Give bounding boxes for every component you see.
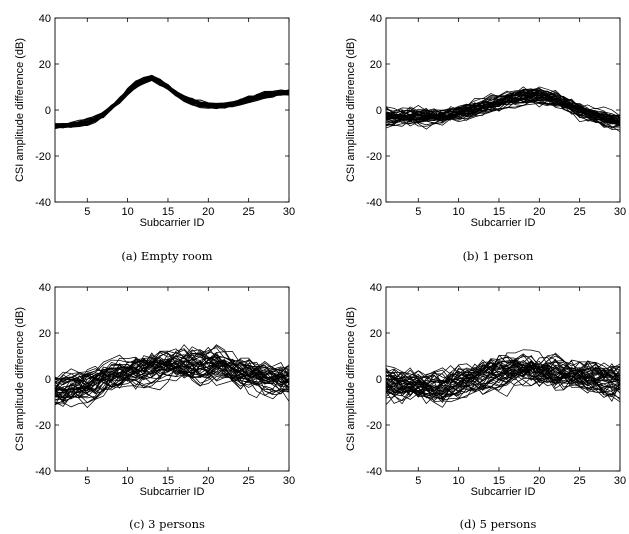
- series-trace: [386, 367, 620, 398]
- series-trace: [386, 91, 620, 122]
- x-axis-label: Subcarrier ID: [140, 217, 205, 229]
- series-trace: [386, 97, 620, 123]
- chart-panel-2: 5 10 15 20 25 30 -40 -20 0 20 40 Subcarrier ID CSI a…: [345, 13, 626, 263]
- y-tick-label: 40: [370, 282, 382, 294]
- series-trace: [386, 372, 620, 405]
- x-tick-label: 5: [84, 475, 90, 487]
- x-tick-label: 30: [283, 475, 295, 487]
- x-tick-label: 5: [84, 206, 90, 218]
- series-trace: [386, 367, 620, 404]
- y-axis-label: CSI amplitude difference (dB): [14, 38, 26, 182]
- y-tick-label: 0: [376, 105, 382, 117]
- plot-frame: [54, 17, 290, 203]
- x-tick-label: 30: [614, 206, 626, 218]
- x-tick-label: 15: [493, 206, 505, 218]
- y-tick-label: 40: [39, 13, 51, 25]
- y-axis-label: CSI amplitude difference (dB): [14, 307, 26, 451]
- y-tick-label: 20: [370, 328, 382, 340]
- series-trace: [55, 76, 289, 127]
- x-tick-label: 10: [452, 475, 464, 487]
- y-tick-label: -20: [366, 420, 382, 432]
- y-tick-label: 0: [376, 374, 382, 386]
- series-trace: [386, 361, 620, 401]
- x-tick-label: 30: [614, 475, 626, 487]
- series-trace: [55, 359, 289, 406]
- y-axis-label: CSI amplitude difference (dB): [345, 307, 357, 451]
- series-trace: [386, 95, 620, 125]
- panel-caption: (d) 5 persons: [460, 517, 537, 531]
- y-tick-label: -20: [366, 151, 382, 163]
- series-trace: [386, 93, 620, 124]
- series-trace: [55, 351, 289, 392]
- y-tick-label: -40: [35, 466, 51, 478]
- x-tick-label: 15: [493, 475, 505, 487]
- y-tick-label: -20: [35, 151, 51, 163]
- y-axis-label: CSI amplitude difference (dB): [345, 38, 357, 182]
- x-tick-label: 20: [533, 475, 545, 487]
- series-trace: [55, 349, 289, 383]
- y-tick-label: 0: [45, 374, 51, 386]
- y-tick-label: 40: [370, 13, 382, 25]
- x-tick-label: 20: [533, 206, 545, 218]
- x-axis-label: Subcarrier ID: [140, 486, 205, 498]
- series-trace: [55, 349, 289, 380]
- y-tick-label: -40: [366, 466, 382, 478]
- x-tick-label: 15: [162, 206, 174, 218]
- trace-group: [386, 86, 620, 133]
- trace-group: [386, 349, 620, 408]
- trace-group: [55, 344, 289, 409]
- y-tick-label: 20: [39, 328, 51, 340]
- series-trace: [55, 364, 289, 400]
- series-trace: [55, 368, 289, 407]
- series-trace: [386, 101, 620, 127]
- chart-panel-3: 5 10 15 20 25 30 -40 -20 0 20 40 Subcarrier ID CSI a…: [14, 282, 295, 531]
- y-tick-label: -40: [366, 197, 382, 209]
- x-axis-label: Subcarrier ID: [471, 486, 536, 498]
- y-tick-label: -20: [35, 420, 51, 432]
- panel-caption: (a) Empty room: [121, 249, 212, 263]
- series-trace: [386, 93, 620, 122]
- y-tick-label: 0: [45, 105, 51, 117]
- x-tick-label: 30: [283, 206, 295, 218]
- x-tick-label: 5: [415, 206, 421, 218]
- x-tick-label: 25: [574, 206, 586, 218]
- x-tick-label: 20: [202, 206, 214, 218]
- series-trace: [55, 359, 289, 394]
- series-trace: [386, 364, 620, 394]
- x-tick-label: 5: [415, 475, 421, 487]
- x-tick-label: 15: [162, 475, 174, 487]
- x-tick-label: 10: [121, 475, 133, 487]
- trace-group: [55, 74, 289, 130]
- x-tick-label: 25: [243, 475, 255, 487]
- series-trace: [386, 365, 620, 403]
- x-tick-label: 25: [243, 206, 255, 218]
- y-tick-label: 40: [39, 282, 51, 294]
- series-trace: [386, 360, 620, 390]
- panel-caption: (c) 3 persons: [129, 517, 205, 531]
- y-tick-label: 20: [370, 59, 382, 71]
- series-trace: [55, 352, 289, 382]
- series-trace: [386, 366, 620, 399]
- panel-caption: (b) 1 person: [463, 249, 534, 263]
- series-trace: [55, 360, 289, 402]
- series-trace: [55, 76, 289, 126]
- series-trace: [55, 360, 289, 408]
- chart-panel-4: 5 10 15 20 25 30 -40 -20 0 20 40 Subcarrier ID CSI a…: [345, 282, 626, 531]
- x-tick-label: 20: [202, 475, 214, 487]
- series-trace: [386, 359, 620, 384]
- series-trace: [55, 76, 289, 125]
- x-tick-label: 10: [121, 206, 133, 218]
- chart-panel-1: 5 10 15 20 25 30 -40 -20 0 20 40 Subcarrier ID CSI a…: [14, 13, 295, 263]
- x-axis-label: Subcarrier ID: [471, 217, 536, 229]
- x-tick-label: 10: [452, 206, 464, 218]
- y-tick-label: 20: [39, 59, 51, 71]
- x-tick-label: 25: [574, 475, 586, 487]
- y-tick-label: -40: [35, 197, 51, 209]
